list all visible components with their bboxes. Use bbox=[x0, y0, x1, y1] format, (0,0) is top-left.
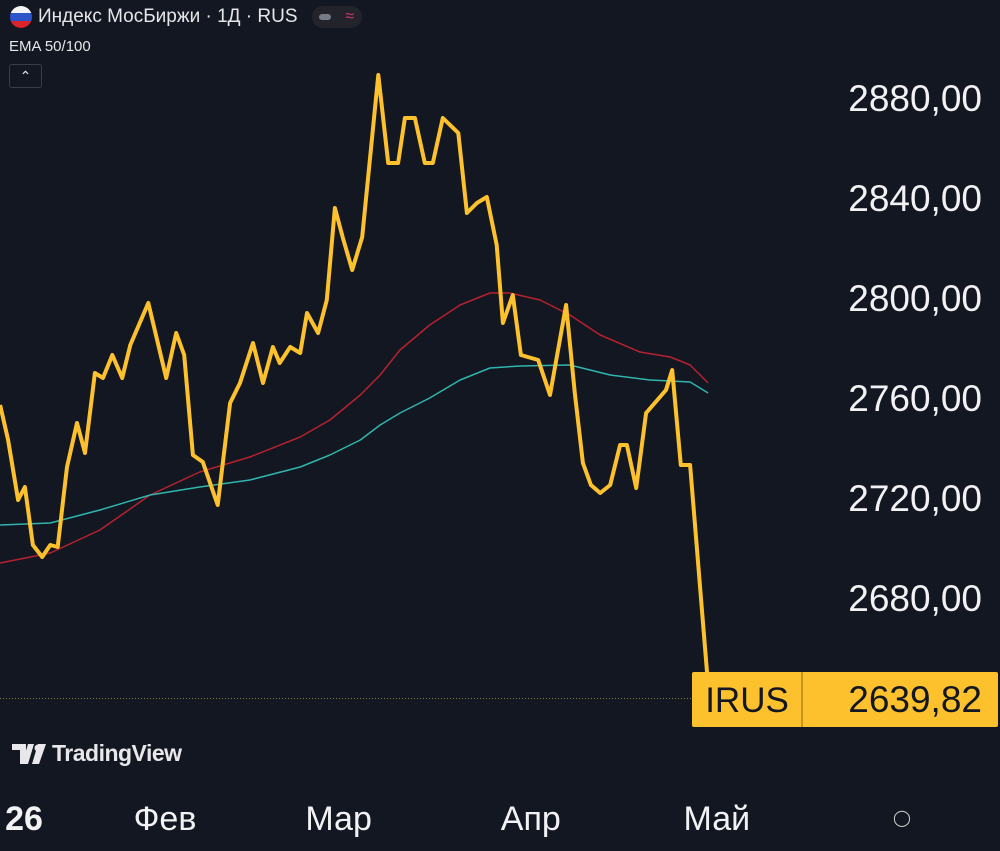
y-tick-label: 2680,00 bbox=[848, 578, 982, 619]
collapse-legend-button[interactable]: ⌃ bbox=[9, 64, 42, 88]
tradingview-logo-icon bbox=[12, 743, 46, 764]
x-tick-label: Апр bbox=[501, 800, 561, 838]
y-tick-label: 2880,00 bbox=[848, 78, 982, 119]
settings-icon[interactable]: ◯ bbox=[893, 810, 911, 827]
last-price-symbol: IRUS bbox=[705, 681, 789, 720]
status-pill[interactable]: ≈ bbox=[311, 6, 362, 28]
delayed-data-icon: ≈ bbox=[345, 8, 355, 25]
last-price-badge bbox=[692, 672, 998, 727]
series-line-irus bbox=[0, 73, 711, 686]
y-tick-label: 2800,00 bbox=[848, 278, 982, 319]
market-status-icon bbox=[318, 14, 331, 20]
symbol-title[interactable]: Индекс МосБиржи · 1Д · RUS bbox=[38, 6, 298, 27]
x-tick-label: Мар bbox=[305, 800, 372, 838]
chart-header: Индекс МосБиржи · 1Д · RUS ≈ bbox=[10, 6, 362, 28]
indicator-legend[interactable]: EMA 50/100 bbox=[9, 38, 91, 55]
chevron-up-icon: ⌃ bbox=[19, 67, 32, 84]
x-tick-label: 26 bbox=[5, 800, 43, 838]
y-tick-label: 2840,00 bbox=[848, 178, 982, 219]
tradingview-logo[interactable]: TradingView bbox=[12, 740, 182, 767]
y-tick-label: 2720,00 bbox=[848, 478, 982, 519]
russia-flag-icon bbox=[10, 6, 32, 28]
x-tick-label: Фев bbox=[134, 800, 197, 838]
last-price-value: 2639,82 bbox=[848, 679, 982, 720]
x-tick-label: Май bbox=[683, 800, 750, 838]
series-line-ema-100 bbox=[0, 292, 709, 564]
logo-text: TradingView bbox=[52, 740, 182, 766]
y-tick-label: 2760,00 bbox=[848, 378, 982, 419]
series-line-ema-50 bbox=[0, 364, 709, 526]
